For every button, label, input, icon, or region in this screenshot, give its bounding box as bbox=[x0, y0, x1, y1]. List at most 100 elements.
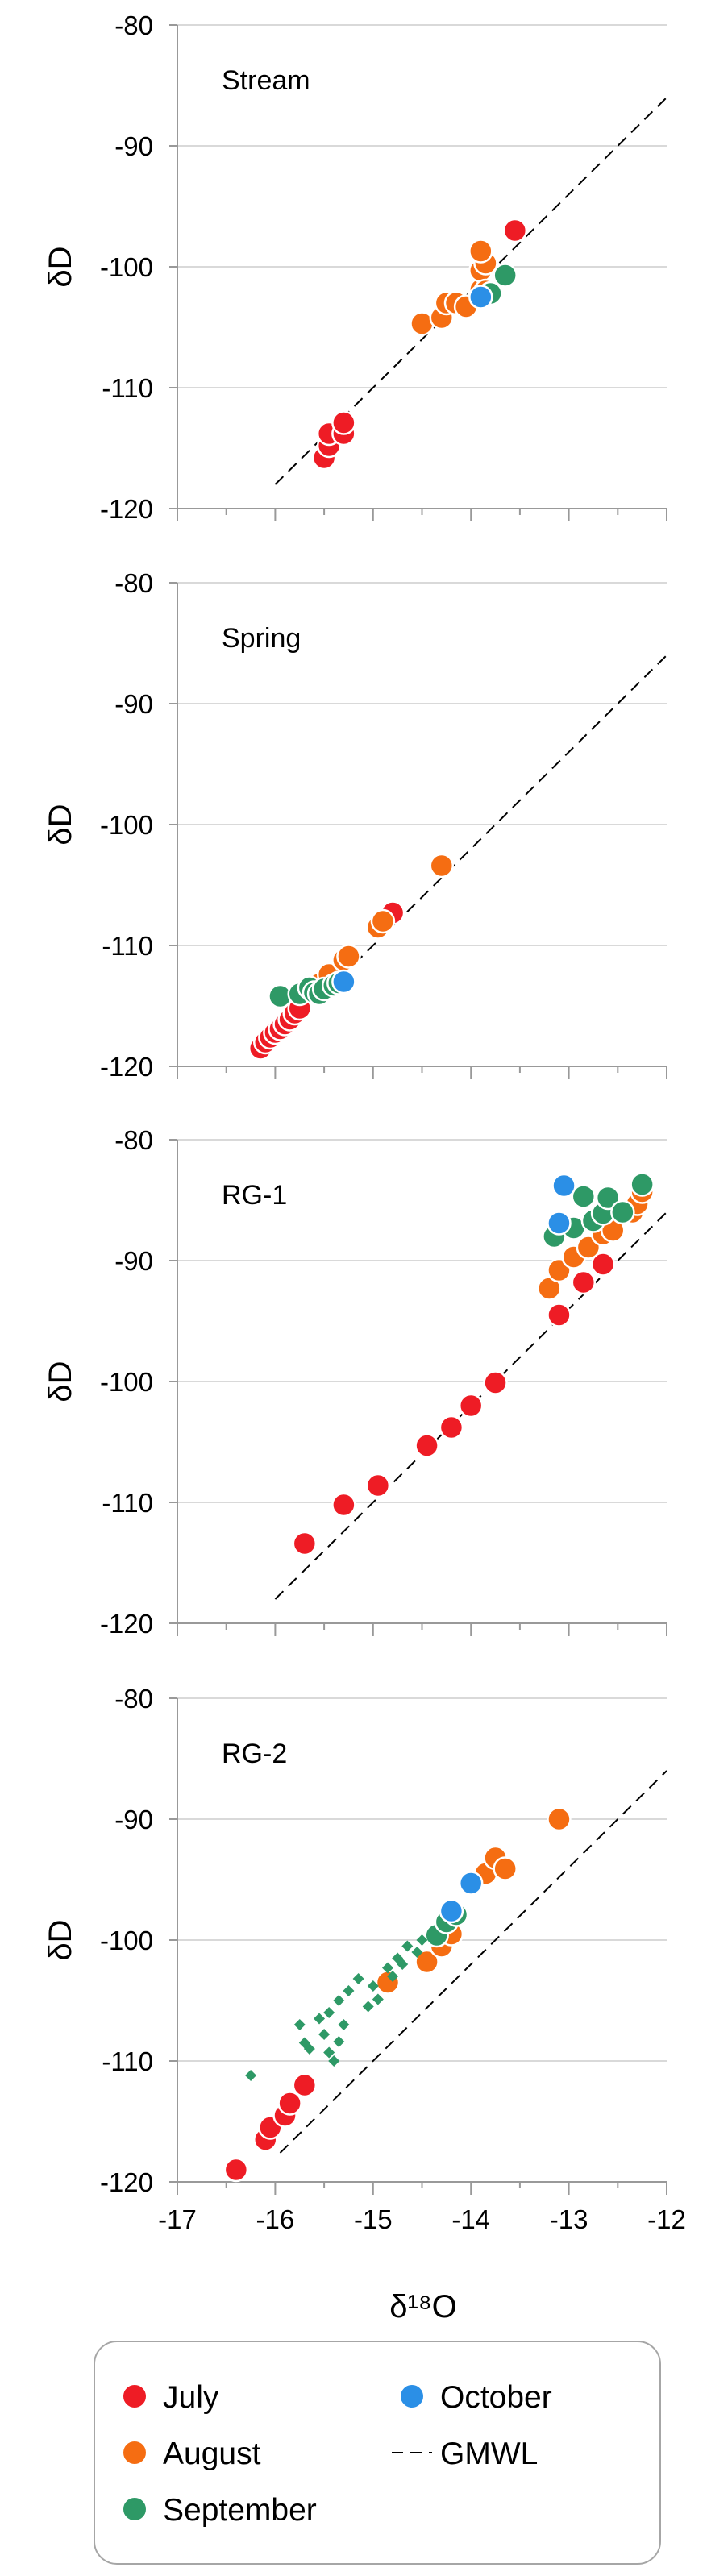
data-point-september-diamond bbox=[362, 2001, 374, 2013]
data-point-august bbox=[493, 1856, 518, 1881]
data-point-august bbox=[336, 944, 361, 969]
data-point-october bbox=[468, 285, 493, 310]
data-point-october bbox=[551, 1173, 576, 1199]
data-point-september-diamond bbox=[318, 2029, 331, 2040]
data-point-september-diamond bbox=[416, 1934, 428, 1946]
data-point-september-diamond bbox=[338, 2019, 350, 2030]
data-point-october bbox=[439, 1898, 464, 1924]
gmwl-line bbox=[279, 1770, 667, 2154]
y-tick-label: -90 bbox=[114, 131, 153, 161]
x-tick-label: -14 bbox=[451, 2204, 490, 2234]
data-point-july bbox=[331, 1492, 356, 1518]
data-point-september-diamond bbox=[367, 1980, 379, 1992]
y-axis-title: δD bbox=[43, 1361, 78, 1402]
y-tick-label: -90 bbox=[114, 1805, 153, 1834]
legend-marker-october bbox=[399, 2383, 425, 2409]
x-tick-label: -17 bbox=[158, 2204, 197, 2234]
data-point-september-diamond bbox=[333, 2036, 345, 2047]
data-point-september bbox=[595, 1185, 621, 1211]
y-tick-label: -100 bbox=[100, 1926, 153, 1955]
y-tick-label: -80 bbox=[114, 1684, 153, 1714]
legend-marker-september bbox=[122, 2496, 148, 2522]
panel-1: -120 -110 -100 -90 -80 δD Spring bbox=[43, 568, 667, 1082]
y-tick-label: -120 bbox=[100, 1052, 153, 1082]
data-point-september-diamond bbox=[411, 1947, 423, 1958]
data-point-october bbox=[458, 1871, 484, 1896]
panel-0: -120 -110 -100 -90 -80 δD Stream bbox=[43, 10, 667, 524]
data-point-july bbox=[292, 1531, 318, 1556]
x-tick-label: -12 bbox=[647, 2204, 686, 2234]
data-point-july bbox=[331, 410, 356, 435]
data-point-july bbox=[223, 2157, 249, 2183]
y-axis-title: δD bbox=[43, 804, 78, 845]
y-tick-label: -100 bbox=[100, 810, 153, 840]
panel-label: RG-2 bbox=[222, 1739, 287, 1769]
data-point-september bbox=[493, 263, 518, 288]
data-point-july bbox=[277, 2091, 302, 2116]
data-point-september-diamond bbox=[323, 2007, 335, 2018]
data-point-july bbox=[571, 1269, 597, 1295]
data-point-july bbox=[483, 1370, 508, 1395]
panel-label: Stream bbox=[222, 65, 310, 96]
data-point-september-diamond bbox=[303, 2043, 315, 2055]
data-point-september-diamond bbox=[397, 1959, 409, 1970]
data-point-august bbox=[370, 908, 396, 934]
data-point-july bbox=[458, 1393, 484, 1419]
data-point-july bbox=[547, 1303, 572, 1327]
data-point-september-diamond bbox=[323, 2046, 335, 2059]
x-tick-label: -16 bbox=[256, 2204, 295, 2234]
panel-label: Spring bbox=[222, 623, 301, 654]
y-tick-label: -110 bbox=[102, 2046, 153, 2076]
panels: -120 -110 -100 -90 -80 δD Stream -120 -110 -100 -9… bbox=[43, 10, 686, 2234]
data-point-august bbox=[547, 1806, 572, 1832]
y-tick-label: -80 bbox=[114, 10, 153, 40]
legend-marker-july bbox=[122, 2383, 148, 2409]
x-axis-title: δ¹⁸O bbox=[389, 2289, 457, 2325]
legend-label-gmwl: GMWL bbox=[440, 2437, 538, 2471]
data-point-july bbox=[414, 1433, 439, 1458]
panel-label: RG-1 bbox=[222, 1180, 287, 1211]
legend-label-july: July bbox=[163, 2380, 219, 2415]
legend-box bbox=[94, 2341, 661, 2565]
data-point-september-diamond bbox=[352, 1973, 364, 1984]
data-point-september bbox=[630, 1172, 655, 1197]
data-point-september-diamond bbox=[382, 1962, 394, 1974]
data-point-august bbox=[429, 853, 455, 879]
data-point-july bbox=[590, 1252, 616, 1277]
legend-label-october: October bbox=[440, 2380, 552, 2415]
data-point-august bbox=[414, 1949, 439, 1975]
data-point-july bbox=[292, 2072, 318, 2098]
legend-label-september: September bbox=[163, 2493, 317, 2528]
data-point-september-diamond bbox=[343, 1985, 355, 1996]
y-axis-title: δD bbox=[43, 246, 78, 287]
data-point-september-diamond bbox=[245, 2070, 257, 2081]
x-tick-label: -15 bbox=[354, 2204, 393, 2234]
y-tick-label: -110 bbox=[102, 1488, 153, 1518]
y-tick-label: -120 bbox=[100, 2167, 153, 2197]
data-point-september bbox=[571, 1184, 597, 1209]
y-tick-label: -110 bbox=[102, 373, 153, 403]
data-point-september-diamond bbox=[387, 1971, 399, 1982]
y-tick-label: -120 bbox=[100, 494, 153, 524]
data-point-september-diamond bbox=[333, 1995, 345, 2006]
legend-marker-august bbox=[122, 2440, 148, 2466]
data-point-september bbox=[610, 1199, 635, 1225]
panel-2: -120 -110 -100 -90 -80 δD RG-1 bbox=[43, 1125, 667, 1639]
legend-label-august: August bbox=[163, 2437, 261, 2471]
data-point-august bbox=[468, 239, 493, 264]
data-point-july bbox=[365, 1473, 391, 1498]
y-tick-label: -80 bbox=[114, 568, 153, 598]
y-tick-label: -90 bbox=[114, 1246, 153, 1276]
data-point-october bbox=[331, 969, 356, 995]
panel-3: -120 -110 -100 -90 -80 -17 -16 -15 -14 -13 -12 δD RG… bbox=[43, 1684, 686, 2234]
y-tick-label: -80 bbox=[114, 1125, 153, 1155]
y-tick-label: -110 bbox=[102, 931, 153, 961]
y-tick-label: -120 bbox=[100, 1609, 153, 1639]
data-point-september-diamond bbox=[328, 2055, 340, 2067]
legend: July October August GMWL September bbox=[94, 2341, 661, 2565]
data-point-july bbox=[502, 218, 528, 243]
data-point-september-diamond bbox=[314, 2013, 326, 2025]
data-point-july bbox=[439, 1415, 464, 1440]
data-point-october bbox=[547, 1211, 572, 1236]
